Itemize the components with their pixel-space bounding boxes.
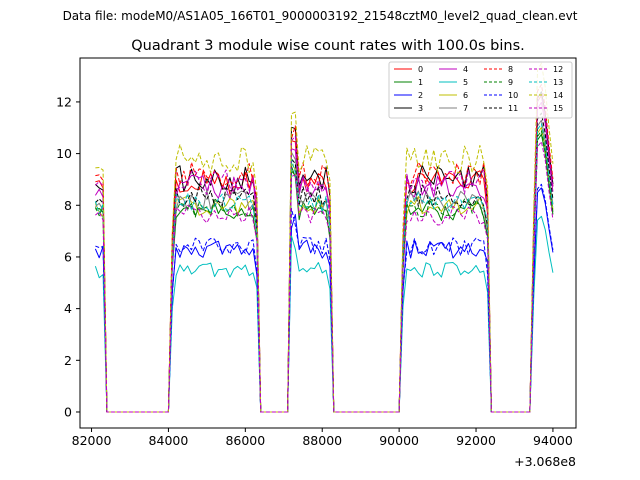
series-line-5 <box>94 215 554 413</box>
x-tick-label: 88000 <box>302 433 342 448</box>
y-tick-label: 8 <box>64 198 72 213</box>
legend-label: 12 <box>553 65 563 74</box>
legend-label: 8 <box>508 65 513 74</box>
legend-label: 7 <box>463 104 468 113</box>
x-tick-label: 82000 <box>72 433 112 448</box>
legend-label: 6 <box>463 91 468 100</box>
legend-label: 5 <box>463 78 468 87</box>
plot-frame <box>79 57 577 429</box>
x-axis: 82000 84000 86000 88000 90000 92000 94000 <box>72 428 573 448</box>
legend-frame <box>388 61 573 119</box>
x-tick-label: 90000 <box>379 433 419 448</box>
legend-label: 13 <box>553 78 563 87</box>
series-line-2 <box>94 187 554 413</box>
y-axis: 0 2 4 6 8 10 12 <box>56 94 80 419</box>
x-tick-label: 94000 <box>533 433 573 448</box>
y-tick-label: 4 <box>64 301 72 316</box>
legend-label: 10 <box>508 91 518 100</box>
y-tick-label: 0 <box>64 404 72 419</box>
series-line-10 <box>95 183 554 413</box>
legend-label: 3 <box>418 104 423 113</box>
y-tick-label: 12 <box>56 94 72 109</box>
series-lines <box>94 62 554 413</box>
y-tick-label: 10 <box>56 146 72 161</box>
chart-suptitle: Data file: modeM0/AS1A05_166T01_90000031… <box>63 9 578 23</box>
series-line-4 <box>94 101 554 413</box>
series-line-11 <box>95 112 554 413</box>
y-tick-label: 2 <box>64 353 72 368</box>
legend-label: 4 <box>463 65 468 74</box>
legend-label: 1 <box>418 78 423 87</box>
x-offset-text: +3.068e8 <box>514 454 576 469</box>
legend-label: 14 <box>553 91 563 100</box>
legend-label: 11 <box>508 104 518 113</box>
x-tick-label: 84000 <box>149 433 189 448</box>
series-line-12 <box>95 94 554 413</box>
y-tick-label: 6 <box>64 249 72 264</box>
x-tick-label: 86000 <box>225 433 265 448</box>
legend-label: 2 <box>418 91 423 100</box>
chart-title: Quadrant 3 module wise count rates with … <box>131 38 525 54</box>
legend-label: 0 <box>418 65 423 74</box>
legend-label: 15 <box>553 104 563 113</box>
series-line-14 <box>95 62 554 413</box>
x-tick-label: 92000 <box>456 433 496 448</box>
legend-label: 9 <box>508 78 513 87</box>
series-line-15 <box>95 141 554 413</box>
